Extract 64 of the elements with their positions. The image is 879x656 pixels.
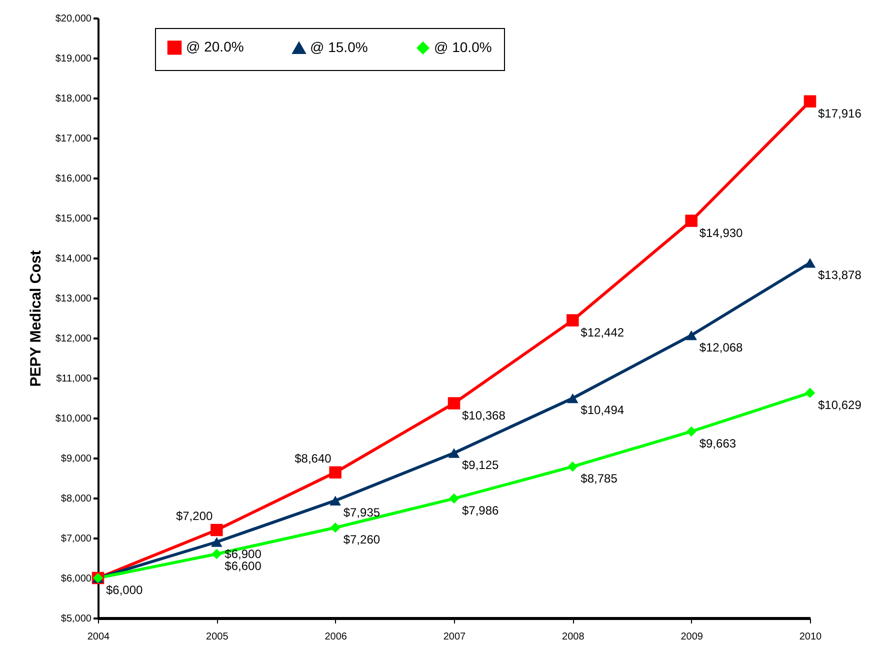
y-tick-label: $11,000	[56, 374, 92, 384]
y-tick-label: $6,000	[60, 574, 92, 584]
data-label: $10,629	[818, 398, 862, 412]
y-tick-label: $15,000	[55, 214, 92, 224]
point	[686, 330, 697, 340]
point	[448, 397, 460, 410]
data-label: $7,986	[462, 504, 500, 518]
point	[448, 493, 460, 504]
point	[686, 426, 696, 437]
data-label: $9,125	[462, 458, 500, 472]
data-label: $14,930	[699, 226, 744, 240]
point	[448, 448, 460, 458]
point	[212, 548, 222, 560]
data-label: $10,368	[462, 408, 506, 422]
y-tick-label: $12,000	[55, 334, 92, 344]
legend-label: @ 15.0%	[310, 39, 368, 56]
y-tick-label: $8,000	[60, 494, 92, 504]
y-tick-label: $18,000	[55, 94, 92, 104]
x-tick-label: 2010	[799, 632, 822, 642]
point	[330, 496, 341, 506]
point	[329, 466, 342, 479]
data-label: $6,900	[224, 547, 262, 561]
data-label: $6,600	[224, 559, 262, 573]
data-label: $9,663	[699, 436, 736, 450]
point	[804, 95, 816, 108]
point	[210, 524, 223, 536]
x-tick-label: 2006	[324, 632, 348, 642]
data-label: $8,640	[294, 451, 332, 466]
data-label: $13,878	[818, 268, 862, 282]
x-tick-label: 2005	[206, 632, 229, 642]
y-tick-label: $5,000	[60, 614, 92, 624]
data-label: $12,068	[699, 340, 744, 354]
data-label: $7,260	[343, 532, 380, 547]
y-tick-label: $14,000	[55, 254, 92, 264]
data-label: $7,935	[343, 506, 380, 520]
y-axis-title: PEPY Medical Cost	[27, 250, 44, 387]
point	[567, 393, 578, 404]
data-label: $8,785	[580, 472, 618, 486]
data-label: $6,000	[106, 583, 144, 597]
y-tick-label: $9,000	[60, 454, 92, 464]
data-label: $17,916	[818, 106, 862, 120]
y-tick-label: $10,000	[55, 414, 92, 424]
point	[566, 314, 579, 326]
x-tick-label: 2009	[680, 632, 704, 642]
legend-label: @ 20.0%	[186, 38, 244, 55]
point	[804, 388, 816, 398]
data-label: $12,442	[580, 325, 624, 340]
point	[568, 461, 578, 472]
data-label: $7,200	[176, 509, 213, 523]
point	[804, 258, 816, 268]
x-tick-label: 2008	[562, 632, 585, 642]
y-tick-label: $13,000	[55, 294, 92, 304]
data-label: $10,494	[580, 403, 624, 418]
x-tick-label: 2007	[443, 632, 466, 642]
y-tick-label: $20,000	[55, 14, 92, 24]
x-tick-label: 2004	[87, 632, 110, 642]
y-tick-label: $16,000	[55, 174, 92, 184]
point	[685, 214, 698, 227]
y-tick-label: $17,000	[55, 134, 92, 144]
point	[211, 537, 222, 547]
y-tick-label: $19,000	[55, 54, 92, 64]
point	[330, 522, 340, 533]
y-tick-label: $7,000	[60, 534, 92, 544]
legend-label: @ 10.0%	[434, 38, 492, 55]
